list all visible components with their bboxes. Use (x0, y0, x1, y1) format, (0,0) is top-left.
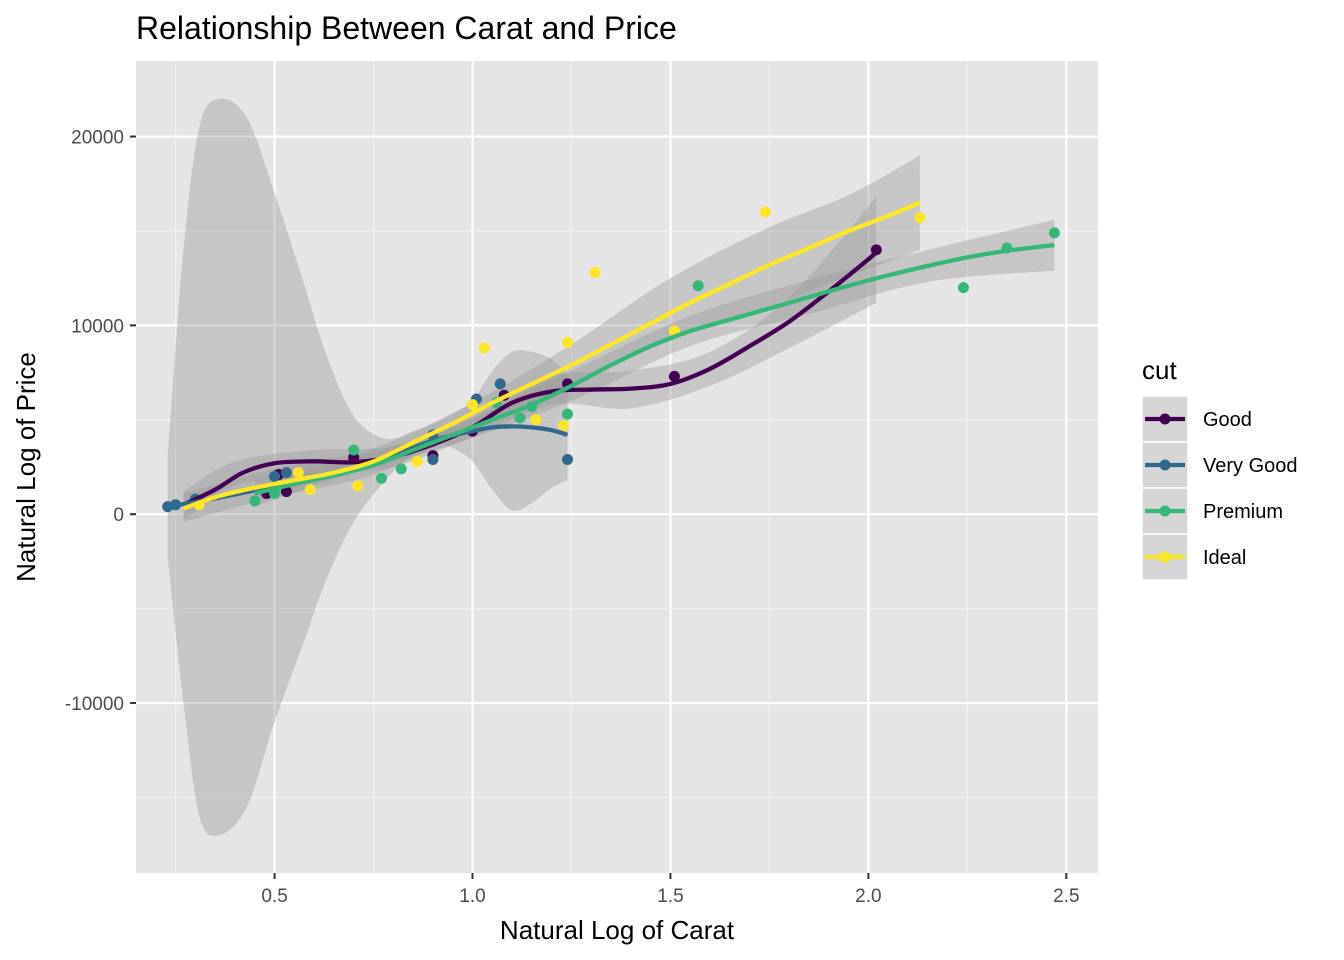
point-ideal (467, 399, 479, 411)
point-ideal (589, 266, 601, 278)
x-tick-label: 0.5 (261, 886, 287, 907)
point-premium (395, 463, 407, 475)
smooth-line-premium (254, 242, 1055, 496)
y-axis: -10000 0 10000 20000 (65, 128, 136, 715)
point-ideal (352, 480, 364, 492)
legend-label-ideal: Ideal (1203, 547, 1246, 569)
legend-item-very-good: Very Good (1141, 441, 1298, 489)
chart-title: Relationship Between Carat and Price (136, 10, 677, 46)
point-premium (562, 408, 574, 420)
point-very-good (494, 378, 506, 390)
legend-point-premium (1159, 505, 1171, 517)
point-premium (692, 280, 704, 292)
y-tick-label: -10000 (65, 694, 124, 715)
point-ideal (478, 342, 490, 354)
legend-point-very-good (1159, 459, 1171, 471)
legend: cut Good Very Good Premium Ideal (1141, 355, 1298, 581)
legend-point-ideal (1159, 551, 1171, 563)
point-good (280, 486, 292, 498)
point-ideal (530, 414, 542, 426)
legend-point-good (1159, 413, 1171, 425)
y-tick-label: 20000 (71, 128, 124, 149)
smooth-lines (167, 200, 1055, 511)
point-premium (957, 282, 969, 294)
point-ideal (562, 336, 574, 348)
point-ideal (558, 419, 570, 431)
point-very-good (562, 453, 574, 465)
x-tick-label: 2.0 (855, 886, 881, 907)
legend-item-premium: Premium (1141, 487, 1283, 535)
y-axis-title: Natural Log of Price (11, 352, 41, 582)
y-tick-label: 0 (113, 505, 124, 526)
legend-label-good: Good (1203, 409, 1252, 431)
point-very-good (427, 453, 439, 465)
point-ideal (411, 455, 423, 467)
smooth-line-ideal (182, 200, 921, 511)
point-ideal (914, 212, 926, 224)
point-ideal (759, 206, 771, 218)
x-tick-label: 1.5 (657, 886, 683, 907)
x-tick-label: 2.5 (1053, 886, 1079, 907)
band-good (183, 196, 877, 520)
grid-major (136, 61, 1098, 873)
point-premium (249, 495, 261, 507)
x-axis: 0.5 1.0 1.5 2.0 2.5 (261, 873, 1080, 907)
legend-item-ideal: Ideal (1141, 533, 1246, 581)
y-tick-label: 10000 (71, 316, 124, 337)
point-good (668, 370, 680, 382)
legend-label-very-good: Very Good (1203, 455, 1298, 477)
point-very-good (269, 470, 281, 482)
x-axis-title: Natural Log of Carat (500, 915, 735, 945)
point-premium (375, 472, 387, 484)
legend-title: cut (1142, 355, 1177, 385)
legend-label-premium: Premium (1203, 501, 1283, 523)
point-very-good (280, 467, 292, 479)
point-premium (514, 412, 526, 424)
data-points (162, 206, 1060, 513)
legend-item-good: Good (1141, 395, 1252, 443)
smooth-line-good (182, 250, 878, 507)
x-tick-label: 1.0 (459, 886, 485, 907)
point-ideal (304, 484, 316, 496)
point-premium (1048, 227, 1060, 239)
point-ideal (292, 467, 304, 479)
point-premium (348, 444, 360, 456)
band-ideal (183, 155, 920, 522)
plot-panel (136, 61, 1098, 873)
